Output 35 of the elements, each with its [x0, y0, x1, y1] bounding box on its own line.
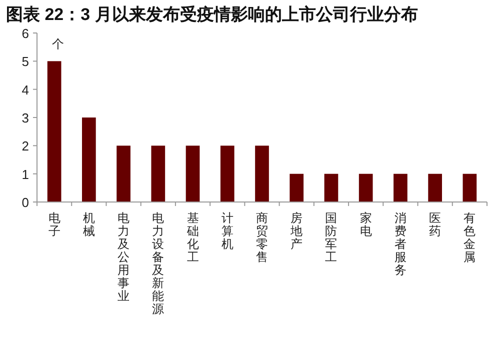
bar: [462, 174, 477, 202]
y-tick-label: 0: [22, 195, 29, 210]
x-tick-label: 医药: [429, 211, 442, 238]
bar: [290, 174, 304, 202]
x-tick-label: 房地产: [290, 211, 303, 251]
y-axis-title: 个: [52, 37, 64, 51]
x-tick-label: 电力及公用事业: [118, 211, 130, 303]
bar: [151, 146, 166, 202]
y-tick-label: 2: [22, 138, 29, 154]
x-tick-label: 有色金属: [464, 211, 476, 264]
bar: [428, 174, 442, 202]
bar: [82, 118, 96, 202]
bar: [47, 61, 62, 202]
chart-title: 图表 22：3 月以来发布受疫情影响的上市公司行业分布: [6, 5, 418, 24]
bar: [220, 146, 234, 202]
x-tick-label: 国防军工: [325, 211, 338, 264]
y-tick-label: 1: [22, 166, 29, 182]
x-tick-label: 电力设备及新能源: [152, 211, 164, 316]
bar: [186, 146, 200, 202]
bar: [116, 146, 130, 202]
y-tick-label: 3: [22, 110, 29, 126]
x-tick-label: 机械: [82, 211, 95, 238]
x-tick-label: 家电: [360, 211, 372, 238]
y-tick-label: 6: [22, 26, 29, 41]
y-tick-label: 5: [22, 54, 29, 70]
x-tick-label: 电子: [48, 211, 60, 238]
bar: [255, 146, 269, 202]
x-tick-label: 计算机: [221, 211, 234, 251]
bar: [324, 174, 338, 202]
x-tick-label: 商贸零售: [256, 211, 268, 264]
y-tick-label: 4: [22, 82, 29, 98]
bar: [394, 174, 408, 202]
x-tick-label: 消费者服务: [394, 211, 406, 277]
bar: [358, 174, 373, 202]
x-tick-label: 基础化工: [186, 211, 199, 264]
